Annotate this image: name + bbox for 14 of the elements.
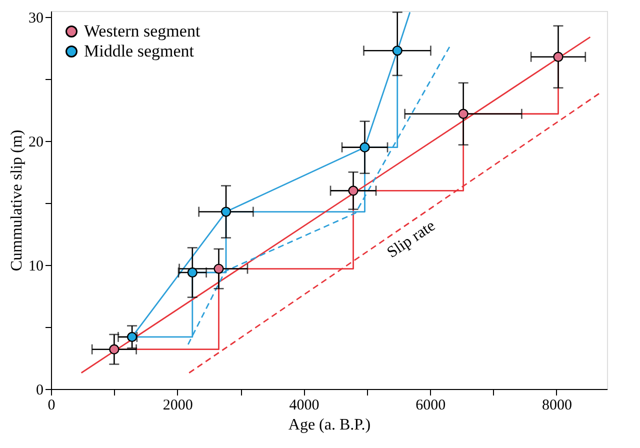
y-tick-label: 20	[28, 134, 44, 151]
y-tick-label: 30	[28, 10, 44, 27]
legend-label: Middle segment	[84, 42, 194, 60]
x-axis-title: Age (a. B.P.)	[288, 416, 371, 434]
x-tick-label: 8000	[542, 398, 572, 414]
x-tick-label: 2000	[162, 398, 193, 414]
y-tick-label: 10	[28, 258, 44, 275]
annotation: Slip rate	[384, 217, 438, 262]
x-tick-label: 0	[48, 398, 56, 414]
x-tick-label: 4000	[289, 398, 320, 414]
y-axis-title: Cummulative slip (m)	[8, 130, 26, 272]
legend-label: Western segment	[84, 22, 200, 40]
x-tick-label: 6000	[416, 398, 446, 414]
y-tick-label: 0	[36, 382, 44, 398]
